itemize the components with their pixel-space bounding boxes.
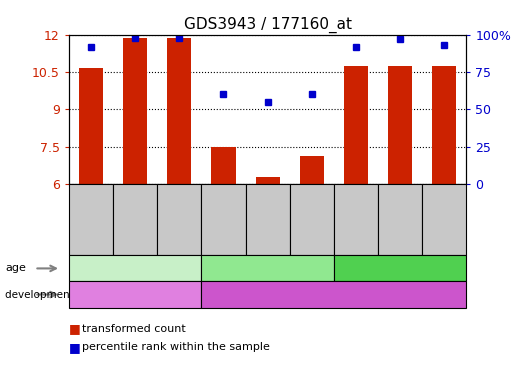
Text: age: age — [5, 263, 26, 273]
Text: GSM542659: GSM542659 — [395, 190, 405, 250]
Bar — [388, 66, 412, 184]
Text: GSM542657: GSM542657 — [307, 190, 317, 250]
Bar — [255, 177, 280, 184]
Text: GSM542652: GSM542652 — [86, 190, 96, 250]
Title: GDS3943 / 177160_at: GDS3943 / 177160_at — [184, 17, 351, 33]
Text: adult: adult — [320, 290, 348, 300]
Bar — [299, 156, 324, 184]
Text: GSM542654: GSM542654 — [174, 190, 184, 250]
Bar — [123, 38, 147, 184]
Text: GSM542660: GSM542660 — [439, 190, 449, 249]
Text: transformed count: transformed count — [82, 324, 186, 334]
Text: GSM542658: GSM542658 — [351, 190, 361, 250]
Text: day 15: day 15 — [381, 263, 419, 273]
Text: larval: larval — [120, 290, 151, 300]
Bar — [167, 38, 191, 184]
Text: L4 stage: L4 stage — [111, 263, 159, 273]
Text: development stage: development stage — [5, 290, 107, 300]
Bar — [344, 66, 368, 184]
Text: GSM542655: GSM542655 — [218, 190, 228, 250]
Bar — [211, 147, 236, 184]
Bar — [79, 68, 103, 184]
Bar — [432, 66, 456, 184]
Text: day 6: day 6 — [252, 263, 283, 273]
Text: GSM542653: GSM542653 — [130, 190, 140, 250]
Text: percentile rank within the sample: percentile rank within the sample — [82, 342, 270, 352]
Text: ■: ■ — [69, 341, 81, 354]
Text: ■: ■ — [69, 322, 81, 335]
Text: GSM542656: GSM542656 — [263, 190, 272, 250]
